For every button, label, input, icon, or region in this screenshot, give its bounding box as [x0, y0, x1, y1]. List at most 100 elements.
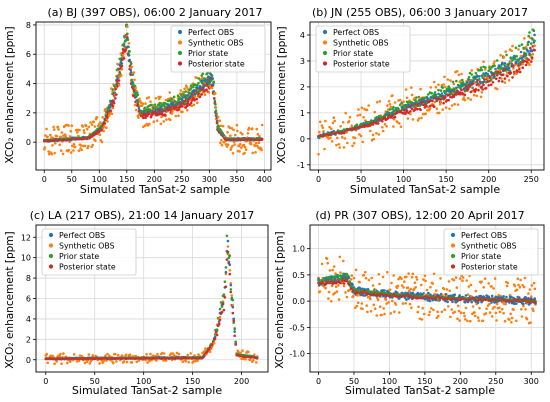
panel-b-point-synthetic [331, 121, 335, 125]
panel-c-point-synthetic [120, 354, 124, 357]
panel-a-point-prior [214, 109, 218, 112]
panel-b-point-posterior [431, 99, 434, 103]
panel-c-point-synthetic [116, 353, 120, 357]
panel-b-point-prior [437, 88, 440, 92]
panel-a-point-synthetic [244, 148, 248, 151]
panel-d-point-synthetic [473, 311, 476, 314]
panel-a-point-synthetic [220, 143, 224, 147]
panel-a-xtick-label: 0 [42, 175, 47, 184]
panel-a-point-posterior [109, 109, 113, 112]
panel-a-point-synthetic [83, 131, 86, 135]
panel-d-point-synthetic [439, 277, 442, 280]
panel-c-point-synthetic [230, 294, 234, 297]
panel-a-point-synthetic [254, 151, 257, 154]
panel-b-point-synthetic [381, 129, 385, 133]
panel-b-point-prior [388, 108, 392, 111]
panel-a-point-synthetic [137, 116, 140, 119]
panel-c-point-prior [233, 327, 236, 331]
panel-a-point-synthetic [253, 144, 257, 148]
panel-a-point-posterior [195, 97, 198, 101]
panel-b-point-prior [392, 105, 395, 109]
panel-d-xtick-label: 50 [349, 377, 359, 386]
panel-b-point-synthetic [387, 99, 391, 103]
panel-a-point-synthetic [102, 129, 105, 133]
panel-d-point-perfect [428, 299, 432, 303]
panel-a-xtick-label: 300 [202, 175, 217, 184]
panel-b-point-synthetic [411, 118, 415, 121]
panel-d-point-synthetic [428, 310, 432, 314]
panel-c-point-synthetic [75, 360, 79, 363]
panel-d-point-synthetic [427, 313, 431, 317]
panel-a-point-synthetic [84, 124, 88, 127]
panel-b-point-posterior [419, 108, 422, 112]
panel-a-point-posterior [120, 64, 124, 68]
panel-a-point-synthetic [186, 109, 189, 112]
panel-a-point-synthetic [185, 86, 189, 89]
panel-b-point-perfect [404, 107, 408, 110]
panel-d-point-synthetic [352, 276, 356, 280]
panel-b-point-prior [528, 31, 531, 34]
panel-d-point-synthetic [498, 310, 502, 314]
panel-c-point-posterior [213, 337, 217, 341]
panel-a-point-synthetic [141, 102, 145, 105]
panel-a-point-synthetic [67, 124, 70, 127]
panel-b-point-synthetic [467, 96, 470, 100]
panel-a-point-synthetic [91, 143, 94, 147]
panel-b-point-synthetic [444, 106, 448, 109]
panel-c-point-synthetic [184, 360, 188, 363]
panel-c-point-synthetic [125, 360, 129, 364]
panel-d-point-synthetic [337, 298, 341, 301]
panel-a-point-prior [136, 93, 140, 97]
panel-b-point-prior [461, 78, 464, 82]
legend-marker-synthetic [322, 40, 328, 45]
panel-a-xtick-label: 150 [119, 175, 134, 184]
panel-d-point-synthetic [493, 277, 497, 280]
panel-b-point-synthetic [328, 125, 331, 129]
panel-c-point-posterior [231, 311, 235, 315]
panel-b-point-prior [533, 39, 536, 43]
panel-d-point-synthetic [525, 317, 529, 321]
panel-c-point-synthetic [218, 315, 222, 319]
panel-d-point-synthetic [409, 287, 413, 291]
panel-a-point-synthetic [46, 135, 49, 139]
panel-a-point-posterior [215, 121, 219, 125]
panel-b-point-synthetic [475, 94, 479, 98]
panel-a-point-prior [128, 50, 131, 53]
panel-b-point-synthetic [404, 88, 408, 91]
panel-d-point-synthetic [325, 257, 329, 261]
panel-a-point-synthetic [95, 116, 99, 119]
panel-b-point-synthetic [335, 143, 338, 147]
panel-b-point-prior [415, 96, 418, 99]
panel-c-point-synthetic [228, 269, 232, 272]
panel-a-point-synthetic [260, 123, 264, 127]
panel-b-point-posterior [477, 88, 480, 92]
panel-c-point-synthetic [247, 350, 250, 354]
panel-b-point-posterior [410, 107, 414, 110]
panel-a-point-synthetic [60, 131, 64, 134]
panel-c-point-prior [224, 266, 228, 269]
panel-b-point-synthetic [417, 117, 421, 120]
panel-d-point-synthetic [498, 306, 501, 310]
panel-c-legend-box [41, 228, 137, 276]
panel-b-point-perfect [455, 86, 458, 90]
panel-a-point-synthetic [106, 120, 109, 123]
panel-d-xtick-label: 0 [316, 377, 321, 386]
panel-d-ylabel: XCO₂ enhancement [ppm] [274, 231, 286, 368]
panel-b-point-synthetic [470, 69, 474, 72]
panel-d-point-synthetic [471, 305, 475, 308]
panel-b-point-prior [513, 57, 517, 61]
panel-b-point-posterior [463, 93, 467, 97]
panel-d-point-synthetic [454, 276, 458, 279]
panel-a-point-synthetic [260, 148, 263, 152]
panel-a-point-synthetic [219, 124, 223, 128]
panel-d-point-synthetic [331, 268, 335, 272]
panel-d-xtick-label: 300 [524, 377, 539, 386]
panel-d-point-synthetic [529, 321, 532, 325]
panel-c-point-synthetic [60, 362, 63, 366]
panel-c-point-synthetic [237, 351, 240, 354]
panel-a-point-posterior [189, 101, 193, 105]
panel-d-point-prior [348, 280, 352, 283]
panel-b-point-synthetic [500, 77, 503, 80]
panel-a-point-synthetic [251, 151, 255, 155]
